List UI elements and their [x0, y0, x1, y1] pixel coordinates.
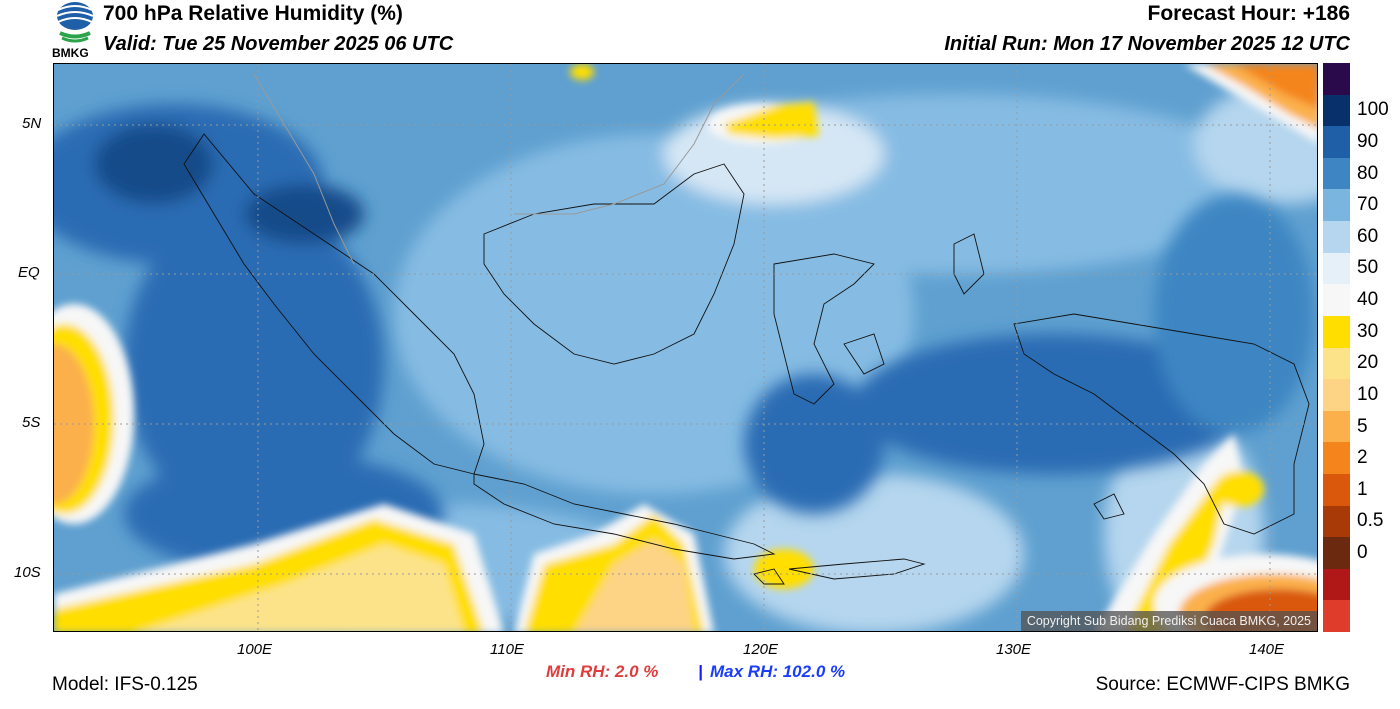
lat-label-10s: 10S — [14, 564, 41, 581]
initial-run: Initial Run: Mon 17 November 2025 12 UTC — [944, 33, 1350, 55]
bmkg-logo — [56, 2, 94, 43]
colorbar-label: 60 — [1357, 225, 1379, 247]
colorbar-segment — [1323, 284, 1350, 317]
colorbar-label: 1 — [1357, 478, 1368, 500]
colorbar-segment — [1323, 347, 1350, 380]
colorbar-label: 40 — [1357, 289, 1379, 311]
colorbar-segment — [1323, 379, 1350, 412]
colorbar-segment — [1323, 505, 1350, 538]
lon-label-110e: 110E — [490, 641, 524, 658]
colorbar-segment — [1323, 221, 1350, 254]
source-info: Source: ECMWF-CIPS BMKG — [1095, 674, 1350, 695]
colorbar-segment — [1323, 63, 1350, 96]
colorbar-segment — [1323, 473, 1350, 507]
borders — [253, 73, 745, 265]
colorbar-segment — [1323, 442, 1350, 475]
colorbar-label: 5 — [1357, 415, 1368, 437]
logo-text: BMKG — [52, 46, 89, 60]
colorbar-label: 70 — [1357, 194, 1379, 216]
colorbar-label: 0.5 — [1357, 510, 1384, 532]
humidity-field — [54, 64, 1317, 631]
colorbar-segment — [1323, 537, 1350, 570]
colorbar-label: 50 — [1357, 257, 1379, 279]
colorbar-segment — [1323, 568, 1350, 601]
colorbar-label: 100 — [1357, 99, 1389, 121]
colorbar-segment — [1323, 600, 1350, 633]
lon-label-130e: 130E — [996, 641, 1032, 658]
colorbar-label: 30 — [1357, 320, 1379, 342]
colorbar-label: 2 — [1357, 447, 1368, 469]
lat-label-5n: 5N — [22, 115, 42, 132]
forecast-hour: Forecast Hour: +186 — [1147, 2, 1351, 25]
valid-time: Valid: Tue 25 November 2025 06 UTC — [103, 33, 454, 55]
gridlines — [54, 64, 1317, 631]
chart-title: 700 hPa Relative Humidity (%) — [103, 2, 403, 25]
colorbar-label: 80 — [1357, 162, 1379, 184]
colorbar-label: 10 — [1357, 383, 1379, 405]
colorbar-segment — [1323, 315, 1350, 348]
colorbar-segment — [1323, 189, 1350, 222]
humidity-map[interactable]: Copyright Sub Bidang Prediksi Cuaca BMKG… — [53, 63, 1318, 632]
lon-label-140e: 140E — [1249, 641, 1285, 658]
colorbar-label: 0 — [1357, 541, 1368, 563]
lat-label-eq: EQ — [18, 264, 40, 281]
lon-label-100e: 100E — [237, 641, 273, 658]
colorbar-label: 90 — [1357, 131, 1379, 153]
max-rh: Max RH: 102.0 % — [710, 662, 846, 681]
lat-label-5s: 5S — [22, 414, 41, 431]
colorbar — [1323, 63, 1350, 633]
colorbar-segment — [1323, 94, 1350, 127]
coastlines — [183, 133, 1310, 585]
colorbar-label: 20 — [1357, 352, 1379, 374]
colorbar-segment — [1323, 157, 1350, 190]
colorbar-segment — [1323, 410, 1350, 443]
colorbar-segment — [1323, 126, 1350, 159]
min-rh: Min RH: 2.0 % — [546, 662, 659, 681]
model-info: Model: IFS-0.125 — [52, 674, 198, 695]
lon-label-120e: 120E — [743, 641, 779, 658]
stats-separator: | — [698, 662, 703, 681]
colorbar-segment — [1323, 252, 1350, 285]
copyright-notice: Copyright Sub Bidang Prediksi Cuaca BMKG… — [1020, 611, 1317, 631]
